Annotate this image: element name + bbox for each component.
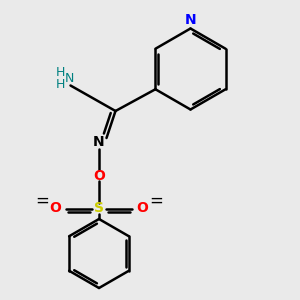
- Text: N: N: [93, 136, 105, 149]
- Text: N: N: [64, 71, 74, 85]
- Text: H: H: [55, 65, 65, 79]
- Text: H: H: [55, 77, 65, 91]
- Text: =: =: [35, 192, 49, 210]
- Text: =: =: [149, 192, 163, 210]
- Text: N: N: [185, 13, 196, 27]
- Text: S: S: [94, 202, 104, 215]
- Text: O: O: [136, 202, 148, 215]
- Text: O: O: [50, 202, 61, 215]
- Text: O: O: [93, 169, 105, 182]
